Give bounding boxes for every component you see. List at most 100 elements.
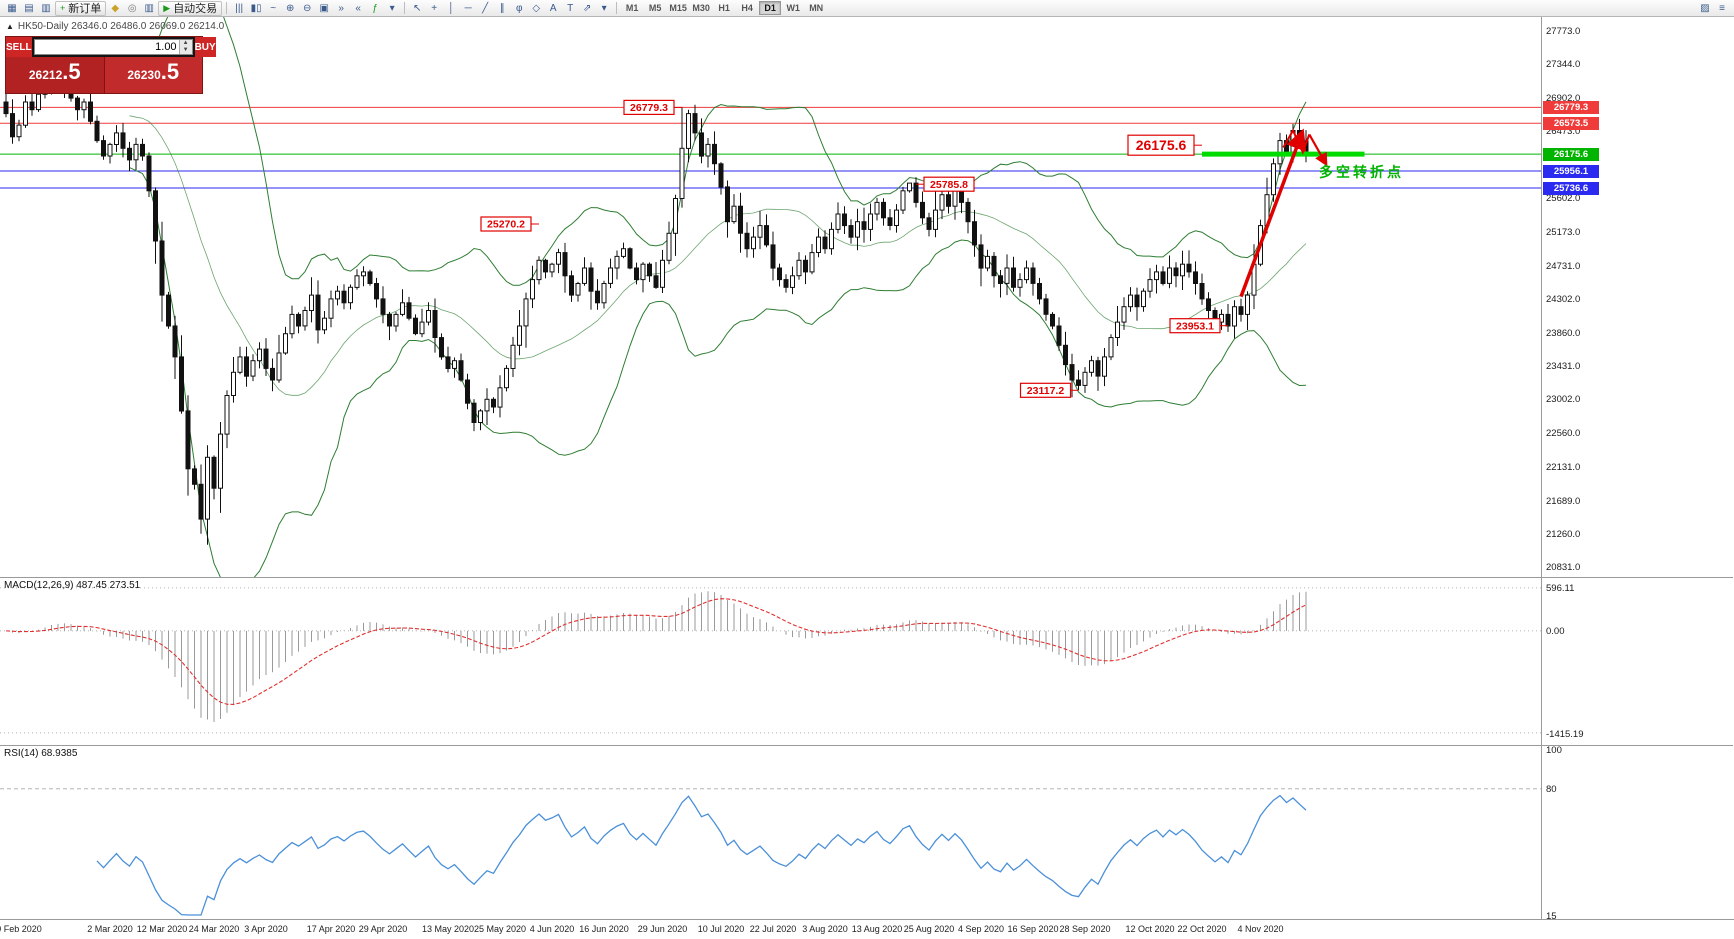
- label-icon[interactable]: T: [567, 2, 574, 14]
- date-label: 25 Aug 2020: [903, 924, 955, 934]
- trendline-icon[interactable]: ╱: [482, 2, 489, 14]
- shapes-icon[interactable]: ◇: [532, 2, 541, 14]
- timeframe-h4[interactable]: H4: [741, 3, 753, 13]
- indicators-icon[interactable]: ƒ: [372, 2, 378, 14]
- rsi-panel[interactable]: RSI(14) 68.9385: [0, 745, 1541, 919]
- trend-arrow[interactable]: [1239, 128, 1328, 298]
- chart-window-icon[interactable]: ▥: [144, 2, 154, 14]
- vertical-line-icon[interactable]: │: [448, 2, 455, 14]
- toolbar-separator: [616, 2, 618, 14]
- macd-canvas[interactable]: [0, 578, 1541, 745]
- timeframe-mn[interactable]: MN: [809, 3, 824, 13]
- tile-windows-icon[interactable]: ▣: [319, 2, 329, 14]
- date-label: 3 Apr 2020: [244, 924, 288, 934]
- price-scale-label: 20831.0: [1546, 561, 1581, 573]
- new-order-button[interactable]: + 新订单: [55, 0, 107, 16]
- chart-title: ▲ HK50-Daily 26346.0 26486.0 26069.0 262…: [6, 21, 224, 32]
- timeframe-m15[interactable]: M15: [669, 3, 687, 13]
- svg-text:25785.8: 25785.8: [930, 179, 968, 191]
- new-chart-icon[interactable]: ▦: [7, 2, 17, 14]
- new-order-icon: +: [60, 3, 66, 13]
- date-label: 13 May 2020: [421, 924, 475, 934]
- timeframe-w1[interactable]: W1: [786, 3, 800, 13]
- svg-text:26779.3: 26779.3: [630, 102, 668, 114]
- date-label: 22 Oct 2020: [1177, 924, 1227, 934]
- sell-price-button[interactable]: 26212.5: [6, 57, 105, 93]
- compile-icon[interactable]: ◎: [127, 2, 137, 14]
- rsi-canvas[interactable]: [0, 746, 1541, 919]
- rsi-line: [96, 794, 1307, 916]
- sell-button[interactable]: SELL: [6, 37, 32, 57]
- price-annotation[interactable]: 23953.1: [1169, 318, 1228, 334]
- date-label: 12 Mar 2020: [136, 924, 188, 934]
- volume-up-icon[interactable]: ▲: [182, 40, 189, 46]
- timeframe-h1[interactable]: H1: [718, 3, 730, 13]
- timeframe-m5[interactable]: M5: [648, 3, 662, 13]
- horizontal-line-icon[interactable]: ─: [464, 2, 472, 14]
- date-label: 28 Sep 2020: [1059, 924, 1111, 934]
- buy-button[interactable]: BUY: [194, 37, 216, 57]
- channel-icon[interactable]: ∥: [499, 2, 505, 14]
- text-icon[interactable]: A: [549, 2, 557, 14]
- price-level-badge: 26573.5: [1543, 116, 1599, 130]
- macd-label: MACD(12,26,9) 487.45 273.51: [4, 580, 141, 591]
- price-scale-label: 23002.0: [1546, 394, 1581, 406]
- symbol-expand-icon: ▲: [6, 22, 14, 31]
- price-annotation[interactable]: 25270.2: [480, 216, 539, 232]
- pencil-icon[interactable]: ▨: [1700, 2, 1710, 14]
- date-axis[interactable]: 9 Feb 2020 2 Mar 2020 12 Mar 2020 24 Mar 20…: [0, 919, 1734, 939]
- market-watch-icon[interactable]: ▥: [41, 2, 51, 14]
- line-chart-icon[interactable]: ~: [270, 2, 277, 14]
- main-chart-panel[interactable]: 26779.3 25270.2 25785.8 23117.2 23953.1 26175…: [0, 17, 1541, 577]
- volume-down-icon[interactable]: ▼: [182, 47, 189, 53]
- auto-scroll-icon[interactable]: »: [338, 2, 344, 14]
- bar-chart-icon[interactable]: |||: [235, 2, 244, 14]
- metaeditor-icon[interactable]: ◆: [111, 2, 120, 14]
- autotrading-button[interactable]: ▶ 自动交易: [158, 0, 223, 16]
- price-annotation[interactable]: 26779.3: [623, 99, 682, 116]
- svg-text:26175.6: 26175.6: [1136, 137, 1187, 153]
- volume-input[interactable]: [34, 40, 179, 54]
- objects-dropdown-icon[interactable]: ▾: [601, 2, 607, 14]
- date-label: 24 Mar 2020: [188, 924, 240, 934]
- zoom-out-icon[interactable]: ⊖: [302, 2, 312, 14]
- main-chart-canvas[interactable]: 26779.3 25270.2 25785.8 23117.2 23953.1 26175…: [0, 17, 1541, 577]
- candlestick-icon[interactable]: ▮▯: [250, 2, 262, 14]
- rsi-scale-label: 80: [1546, 784, 1557, 796]
- profiles-icon[interactable]: ▤: [24, 2, 34, 14]
- price-annotation[interactable]: 23117.2: [1019, 382, 1079, 398]
- buy-price-pips: .5: [160, 59, 180, 84]
- timeframe-m1[interactable]: M1: [625, 3, 639, 13]
- indicators-dropdown-icon[interactable]: ▾: [389, 2, 395, 14]
- macd-scale[interactable]: 596.11 0.00 -1415.19: [1541, 577, 1733, 745]
- menu-icon[interactable]: ≡: [1719, 2, 1725, 14]
- price-scale-label: 25602.0: [1546, 193, 1581, 205]
- cursor-icon[interactable]: ↖: [412, 2, 422, 14]
- volume-box: ▲ ▼: [33, 39, 193, 55]
- macd-histogram: [12, 591, 1307, 723]
- price-scale-label: 21689.0: [1546, 495, 1581, 507]
- arrow-tool-icon[interactable]: ⇗: [582, 2, 592, 14]
- chart-shift-icon[interactable]: «: [355, 2, 361, 14]
- timeframe-d1[interactable]: D1: [759, 1, 782, 15]
- buy-price-button[interactable]: 26230.5: [104, 57, 202, 93]
- crosshair-icon[interactable]: +: [431, 2, 438, 14]
- svg-text:25270.2: 25270.2: [487, 219, 525, 231]
- price-annotation[interactable]: 25785.8: [916, 176, 975, 192]
- zoom-in-icon[interactable]: ⊕: [285, 2, 295, 14]
- price-annotation[interactable]: 26175.6: [1127, 134, 1202, 156]
- timeframe-m30[interactable]: M30: [692, 3, 710, 13]
- volume-stepper: ▲ ▼: [178, 40, 192, 54]
- turning-point-label[interactable]: 多空转折点: [1319, 164, 1404, 180]
- date-label: 13 Aug 2020: [851, 924, 903, 934]
- svg-text:23117.2: 23117.2: [1027, 385, 1065, 397]
- price-level-badge: 26175.6: [1543, 147, 1599, 161]
- macd-panel[interactable]: MACD(12,26,9) 487.45 273.51: [0, 577, 1541, 745]
- symbol-ohlc-text: HK50-Daily 26346.0 26486.0 26069.0 26214…: [17, 21, 225, 32]
- rsi-scale[interactable]: 100 80 15: [1541, 745, 1733, 922]
- price-level-badge: 25956.1: [1543, 164, 1599, 178]
- date-label: 22 Jul 2020: [749, 924, 797, 934]
- fibonacci-icon[interactable]: φ: [515, 2, 523, 14]
- date-label: 16 Jun 2020: [579, 924, 629, 934]
- price-scale[interactable]: 27773.0 27344.0 26902.0 26473.0 25602.0 25173…: [1541, 17, 1733, 577]
